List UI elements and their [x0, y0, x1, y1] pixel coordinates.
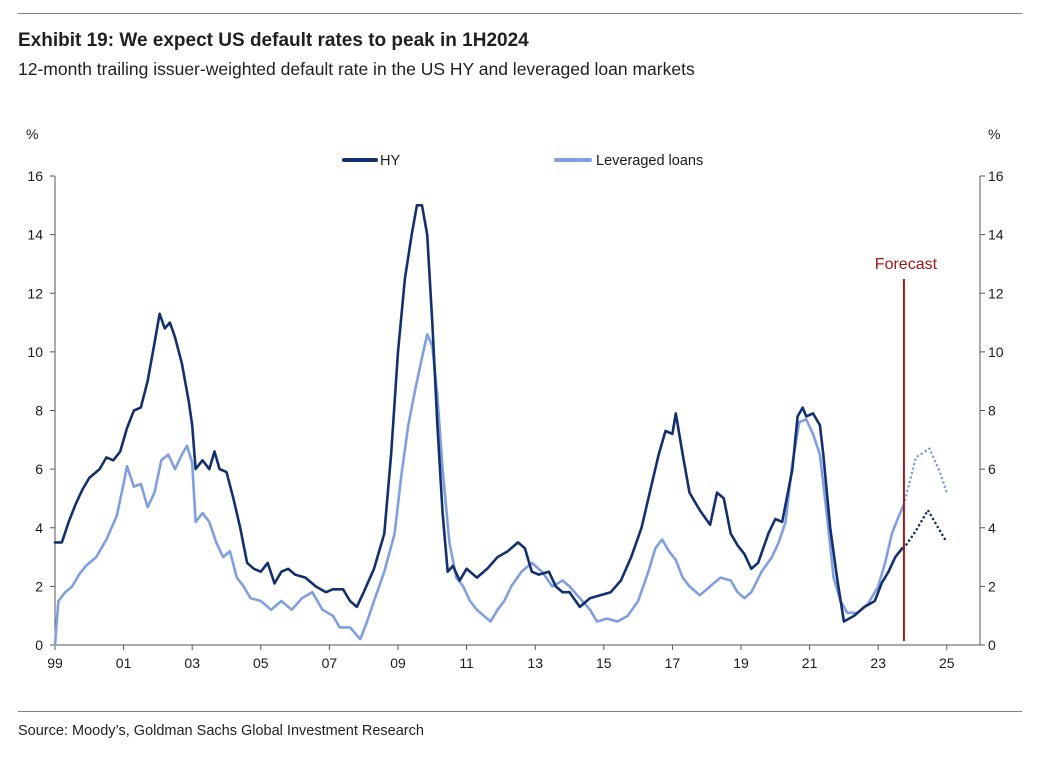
- y-ticks-left: 0 2 4 6 8 10 12 14 16: [27, 168, 55, 653]
- y-tick-label-right: 10: [988, 344, 1004, 360]
- bottom-rule: [18, 711, 1022, 712]
- y-axis-right-unit: %: [988, 126, 1000, 142]
- source-note: Source: Moody’s, Goldman Sachs Global In…: [18, 723, 424, 739]
- chart-title: Exhibit 19: We expect US default rates t…: [18, 30, 529, 51]
- y-tick-label-left: 6: [35, 461, 43, 477]
- y-tick-label-right: 4: [988, 520, 996, 536]
- legend: HY Leveraged loans: [342, 153, 703, 169]
- x-tick-label: 09: [390, 655, 406, 671]
- y-tick-label-left: 8: [35, 403, 43, 419]
- x-axis: 99 01 03 05 07 09 11 13 15 17 19 21 23 25: [47, 644, 980, 671]
- x-ticks: 99 01 03 05 07 09 11 13 15 17 19 21 23 25: [47, 645, 955, 671]
- x-tick-label: 21: [802, 655, 818, 671]
- y-tick-label-left: 0: [35, 637, 43, 653]
- leveraged-loans-forecast-line: [902, 447, 949, 506]
- y-tick-label-left: 4: [35, 520, 43, 536]
- y-axis-left-unit: %: [26, 126, 38, 142]
- x-tick-label: 03: [184, 655, 200, 671]
- x-tick-label: 07: [322, 655, 338, 671]
- x-tick-label: 15: [596, 655, 612, 671]
- y-ticks-right: 0 2 4 6 8 10 12 14 16: [980, 168, 1004, 653]
- x-tick-label: 17: [665, 655, 681, 671]
- x-tick-label: 25: [939, 655, 955, 671]
- leveraged-loans-line: [53, 333, 906, 647]
- x-tick-label: 01: [116, 655, 132, 671]
- chart-subtitle: 12-month trailing issuer-weighted defaul…: [18, 59, 695, 79]
- y-tick-label-right: 6: [988, 461, 996, 477]
- hy-forecast-line: [902, 508, 949, 550]
- y-tick-label-right: 12: [988, 285, 1004, 301]
- y-tick-label-right: 14: [988, 227, 1004, 243]
- series-layer: [53, 204, 949, 647]
- y-tick-label-right: 0: [988, 637, 996, 653]
- y-axis-right: % 0 2 4 6 8 10 12 14 16: [979, 126, 1004, 653]
- x-tick-label: 05: [253, 655, 269, 671]
- x-tick-label: 99: [47, 655, 63, 671]
- y-tick-label-right: 2: [988, 578, 996, 594]
- y-tick-label-right: 16: [988, 168, 1004, 184]
- y-tick-label-left: 16: [27, 168, 43, 184]
- hy-line: [53, 204, 904, 623]
- legend-label-hy: HY: [380, 153, 400, 169]
- y-tick-label-left: 10: [27, 344, 43, 360]
- x-tick-label: 13: [527, 655, 543, 671]
- x-tick-label: 19: [733, 655, 749, 671]
- y-tick-label-right: 8: [988, 403, 996, 419]
- y-tick-label-left: 12: [27, 285, 43, 301]
- top-rule: [18, 13, 1022, 14]
- x-tick-label: 11: [459, 655, 474, 671]
- x-tick-label: 23: [870, 655, 886, 671]
- y-axis-left: % 0 2 4 6 8 10 12 14 16: [26, 126, 56, 653]
- y-tick-label-left: 2: [35, 578, 43, 594]
- legend-label-loans: Leveraged loans: [596, 153, 703, 169]
- forecast-label: Forecast: [875, 256, 938, 273]
- y-tick-label-left: 14: [27, 227, 43, 243]
